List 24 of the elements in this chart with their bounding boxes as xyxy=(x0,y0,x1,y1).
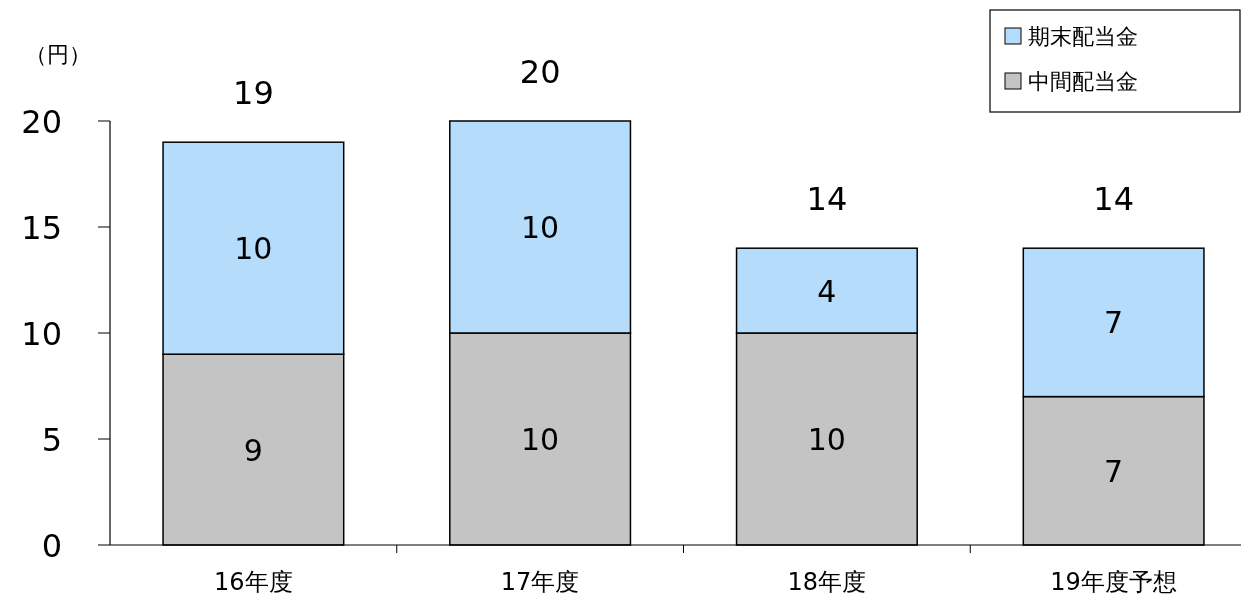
y-axis-title: （円） xyxy=(25,42,91,67)
total-label: 19 xyxy=(233,74,274,113)
data-label: 4 xyxy=(817,273,837,309)
x-tick-label: 19年度予想 xyxy=(1050,568,1177,596)
data-label: 10 xyxy=(234,231,273,267)
y-tick-label: 10 xyxy=(21,315,62,353)
total-label: 20 xyxy=(519,53,561,91)
legend-label: 期末配当金 xyxy=(1028,24,1138,49)
total-label: 14 xyxy=(806,180,848,219)
y-tick-label: 0 xyxy=(41,527,62,565)
y-tick-label: 20 xyxy=(21,103,62,141)
legend-label: 中間配当金 xyxy=(1028,69,1138,94)
data-label: 10 xyxy=(807,422,846,457)
data-label: 7 xyxy=(1104,305,1124,341)
x-tick-label: 18年度 xyxy=(787,568,867,596)
data-label: 7 xyxy=(1104,453,1124,489)
y-tick-label: 15 xyxy=(21,209,62,247)
data-label: 9 xyxy=(243,432,263,468)
x-tick-label: 17年度 xyxy=(500,568,580,596)
data-label: 10 xyxy=(521,422,560,457)
y-tick-label: 5 xyxy=(41,421,62,459)
total-label: 14 xyxy=(1093,180,1134,219)
x-tick-label: 16年度 xyxy=(214,568,293,596)
data-label: 10 xyxy=(521,210,560,245)
